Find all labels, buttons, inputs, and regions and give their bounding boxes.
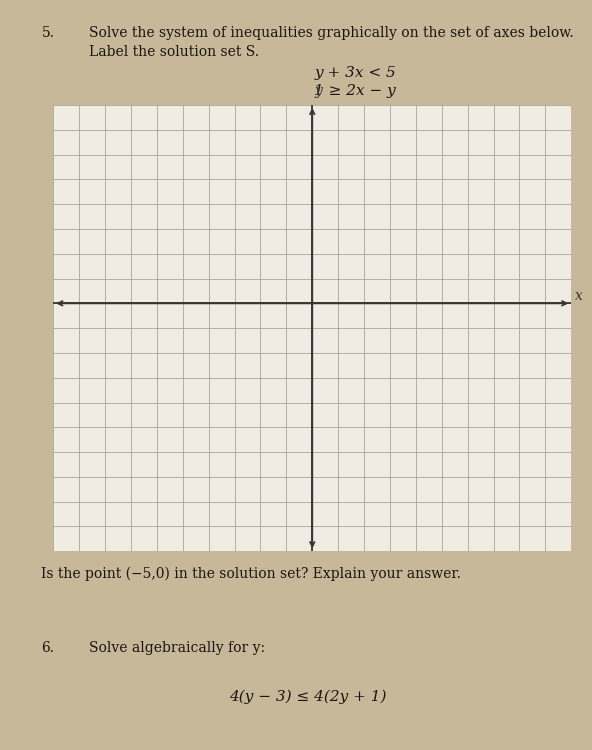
Text: 5.: 5. [41, 26, 54, 40]
Text: Label the solution set S.: Label the solution set S. [89, 45, 259, 59]
Text: x: x [575, 289, 583, 303]
Text: y + 3x < 5: y + 3x < 5 [314, 66, 396, 80]
Text: 1 ≥ 2x − y: 1 ≥ 2x − y [314, 84, 396, 98]
Text: Solve algebraically for y:: Solve algebraically for y: [89, 641, 265, 656]
Text: y: y [315, 83, 323, 98]
Text: 4(y − 3) ≤ 4(2y + 1): 4(y − 3) ≤ 4(2y + 1) [229, 690, 387, 704]
Text: 6.: 6. [41, 641, 54, 656]
Text: Solve the system of inequalities graphically on the set of axes below.: Solve the system of inequalities graphic… [89, 26, 574, 40]
Text: Is the point (−5,0) in the solution set? Explain your answer.: Is the point (−5,0) in the solution set?… [41, 566, 461, 580]
